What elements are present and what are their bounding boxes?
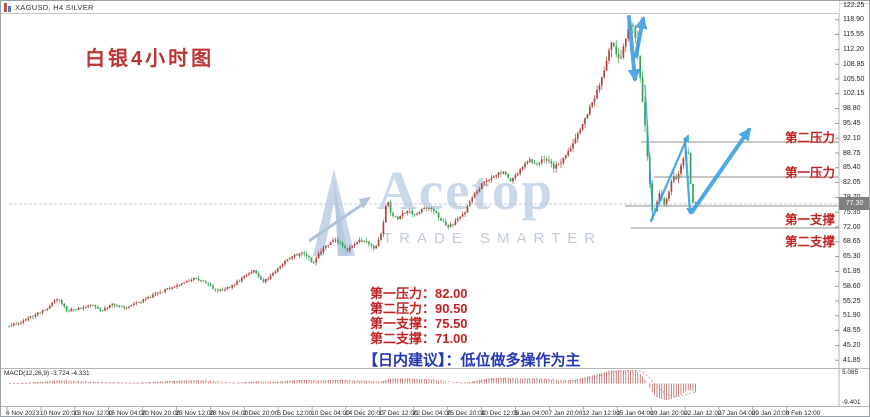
time-axis-label: 29 Jan 20:00 xyxy=(751,410,790,417)
level-summary-line: 第二压力：90.50 xyxy=(370,301,468,316)
level-summary-line: 第二支撑：71.00 xyxy=(370,331,468,346)
time-axis-label: 20 Nov 20:00 xyxy=(141,410,181,417)
time-axis-label: 25 Dec 20:00 xyxy=(446,410,486,417)
intraday-advice: 【日内建议】：低位做多操作为主 xyxy=(363,352,581,369)
time-axis-label: 28 Nov 04:00 xyxy=(209,410,249,417)
time-axis-label: 17 Dec 12:00 xyxy=(378,410,418,417)
chart-title-strip: XAGUSD, H4 SILVER xyxy=(1,1,839,14)
candles xyxy=(8,22,697,328)
price-axis-label: 41.85 xyxy=(843,356,861,364)
time-axis-label: 10 Nov 20:00 xyxy=(39,410,79,417)
price-axis-label: 115.55 xyxy=(843,31,864,39)
price-axis-label: 55.25 xyxy=(843,297,861,305)
time-axis-label: 22 Jan 12:00 xyxy=(684,410,722,417)
time-axis-label: 30 Dec 12:00 xyxy=(480,410,520,417)
price-axis-label: 92.10 xyxy=(843,134,861,142)
level-summary-list: 第一压力：82.00 第二压力：90.50 第一支撑：75.50 第二支撑：71.00 xyxy=(370,286,581,346)
brand-tagline: TRADE SMARTER xyxy=(383,230,603,247)
price-axis-label: 122.25 xyxy=(843,1,865,9)
time-axis-label: 12 Jan 12:00 xyxy=(582,410,620,417)
macd-histogram xyxy=(8,370,696,401)
candlestick-icon xyxy=(4,2,11,12)
time-axis-label: 10 Dec 04:00 xyxy=(311,410,350,417)
symbol-period-label: XAGUSD, H4 SILVER xyxy=(15,2,94,12)
price-axis-label: 105.50 xyxy=(843,75,865,83)
price-axis-label: 68.65 xyxy=(843,238,861,246)
price-axis-label: 51.90 xyxy=(843,312,861,320)
time-axis-label: 22 Dec 04:00 xyxy=(412,410,452,417)
level-summary-line: 第一支撑：75.50 xyxy=(370,316,468,331)
price-axis-label: 112.20 xyxy=(843,45,864,53)
price-axis-label: 72.00 xyxy=(843,223,861,231)
time-axis-label: 7 Jan 20:00 xyxy=(548,410,583,417)
price-axis-label: 75.35 xyxy=(843,208,861,216)
price-axis-label: 61.95 xyxy=(843,267,861,275)
price-axis-label: 95.45 xyxy=(843,119,861,127)
macd-indicator-label: MACD(12,26,9) -3.724 -4.331 xyxy=(4,370,90,377)
level-summary-line: 第一压力：82.00 xyxy=(370,286,468,301)
current-price-tag: 77.30 xyxy=(839,197,869,210)
macd-scale-top: 5.085 xyxy=(842,369,859,376)
price-axis-label: 45.20 xyxy=(843,341,861,349)
time-axis-label: 23 Nov 12:00 xyxy=(175,410,215,417)
price-axis-label: 118.90 xyxy=(843,16,864,24)
time-axis-label: 6 Nov 2023 xyxy=(6,410,40,417)
time-axis-label: 14 Dec 20:00 xyxy=(345,410,384,417)
price-axis-label: 88.75 xyxy=(843,149,861,157)
level-label-support2: 第二支撑 xyxy=(784,235,835,249)
price-axis-label: 65.30 xyxy=(843,253,861,261)
price-axis-label: 85.40 xyxy=(843,164,861,172)
time-axis-label: 15 Jan 04:00 xyxy=(616,410,654,417)
level-label-resistance2: 第二压力 xyxy=(784,131,835,145)
level-label-support1: 第一支撑 xyxy=(784,213,835,227)
price-axis-label: 108.85 xyxy=(843,60,865,68)
time-axis-label: 13 Nov 12:00 xyxy=(73,410,113,417)
time-axis-label: 27 Jan 04:00 xyxy=(717,410,756,417)
level-label-resistance1: 第一压力 xyxy=(784,166,835,180)
analysis-summary: 第一压力：82.00 第二压力：90.50 第一支撑：75.50 第二支撑：71.00… xyxy=(363,286,581,370)
price-axis-label: 82.05 xyxy=(843,179,861,187)
price-axis-label: 48.55 xyxy=(843,327,861,335)
price-axis-label: 102.15 xyxy=(843,90,865,98)
price-axis-label: 98.80 xyxy=(843,105,861,113)
time-axis-label: 19 Jan 20:00 xyxy=(650,410,688,417)
macd-scale-bottom: -9.401 xyxy=(842,399,861,406)
chart-heading: 白银4小时图 xyxy=(85,48,215,70)
time-axis-label: 2 Dec 20:00 xyxy=(243,410,279,417)
time-axis-label: 5 Dec 12:00 xyxy=(277,410,313,417)
time-axis-scale[interactable] xyxy=(1,407,839,416)
time-axis-label: 5 Jan 04:00 xyxy=(514,410,549,417)
time-axis-label: 3 Feb 12:00 xyxy=(785,410,821,417)
price-axis-label: 58.60 xyxy=(843,282,861,290)
time-axis-label: 16 Nov 04:00 xyxy=(107,410,147,417)
